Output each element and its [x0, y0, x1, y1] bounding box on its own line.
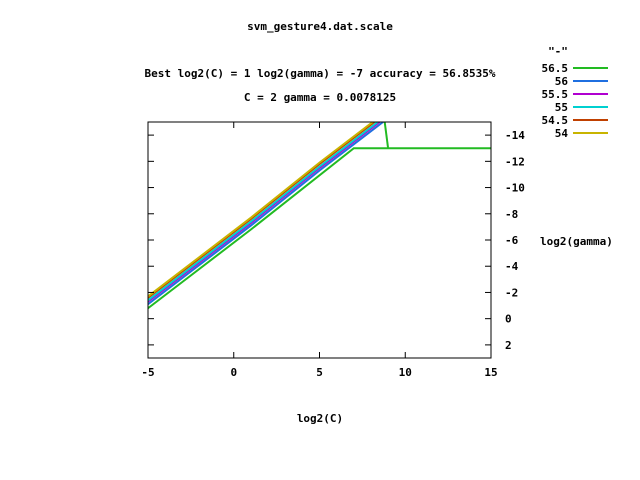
x-tick-label: -5: [141, 366, 154, 379]
legend-label: 56: [555, 75, 569, 88]
legend-label: 54: [555, 127, 569, 140]
y-tick-label: -12: [505, 155, 525, 168]
x-tick-label: 0: [230, 366, 237, 379]
ticks-layer: -5 0 5 10 15 -14 -12 -10 -8 -6 -4 -2 0 2: [141, 122, 525, 379]
plot-frame: [147, 121, 492, 359]
x-tick-label: 5: [316, 366, 323, 379]
y-tick-label: 2: [505, 339, 512, 352]
y-tick-label: -4: [505, 260, 519, 273]
chart-title: svm_gesture4.dat.scale: [247, 20, 393, 33]
y-axis-label: log2(gamma): [540, 235, 613, 248]
y-tick-label: -14: [505, 129, 525, 142]
y-tick-label: 0: [505, 313, 512, 326]
x-axis-label: log2(C): [297, 412, 343, 425]
y-tick-label: -8: [505, 208, 518, 221]
x-tick-label: 10: [399, 366, 412, 379]
chart-subtitle-params: C = 2 gamma = 0.0078125: [244, 91, 396, 104]
series-layer: [148, 122, 491, 309]
chart-subtitle-best: Best log2(C) = 1 log2(gamma) = -7 accura…: [145, 67, 496, 80]
series-branch-56.5: [383, 122, 390, 149]
series-line-54: [148, 122, 374, 298]
legend-label: 55.5: [542, 88, 569, 101]
x-tick-label: 15: [484, 366, 497, 379]
legend-label: 54.5: [542, 114, 569, 127]
series-line-55: [148, 122, 379, 302]
series-line-56: [148, 122, 384, 305]
legend-label: 55: [555, 101, 568, 114]
y-tick-label: -10: [505, 182, 525, 195]
series-line-56.5: [148, 147, 491, 309]
y-tick-label: -6: [505, 234, 519, 247]
legend-label: 56.5: [542, 62, 569, 75]
series-line-55.5: [148, 122, 381, 303]
series-line-54.5: [148, 122, 376, 299]
y-tick-label: -2: [505, 286, 518, 299]
legend-title: "-": [548, 45, 568, 58]
